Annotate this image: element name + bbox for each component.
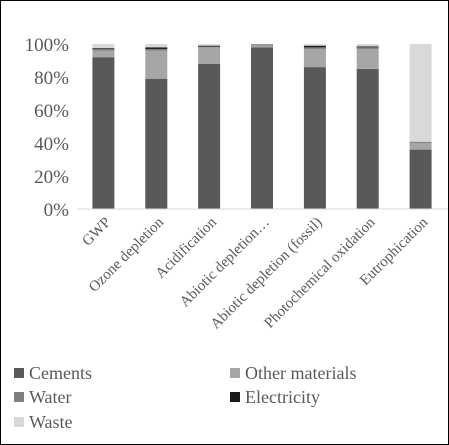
bar-segment-electricity <box>92 48 115 49</box>
category-label: Abiotic depletion… <box>177 215 273 311</box>
legend-swatch-water <box>14 392 24 402</box>
y-tick-label: 80% <box>34 68 69 89</box>
bar-segment-other-materials <box>198 47 221 64</box>
bar-segment-other-materials <box>356 49 379 69</box>
bar-segment-electricity <box>356 46 379 48</box>
legend: Cements Other materials Water Electricit… <box>14 363 356 432</box>
bar-segment-other-materials <box>92 50 115 58</box>
y-tick-label: 20% <box>34 167 69 188</box>
legend-swatch-waste <box>14 417 24 427</box>
bar-segment-cements <box>92 57 115 210</box>
bar-segment-cements <box>251 47 273 209</box>
bar-segment-other-materials <box>409 143 432 150</box>
legend-label-other-materials: Other materials <box>245 363 356 383</box>
y-tick-label: 60% <box>34 101 69 122</box>
bar-segment-other-materials <box>145 50 168 79</box>
legend-swatch-cements <box>14 368 24 378</box>
legend-swatch-electricity <box>230 392 240 402</box>
bar-segment-waste <box>409 44 432 142</box>
category-labels: GWP Ozone depletion Acidification Abioti… <box>79 214 431 332</box>
bar-segment-water <box>251 44 273 46</box>
y-tick-label: 100% <box>25 35 70 56</box>
bar-segment-waste <box>303 44 326 46</box>
bar-segment-cements <box>303 67 326 209</box>
bar-segment-other-materials <box>303 49 326 68</box>
bar-segment-waste <box>251 44 273 45</box>
y-axis-tick-labels: 0% 20% 40% 60% 80% 100% <box>25 35 70 221</box>
bar-segment-waste <box>92 44 115 49</box>
legend-label-waste: Waste <box>29 412 73 432</box>
bar-segment-water <box>303 47 326 49</box>
bar-segment-water <box>145 49 168 51</box>
bar-segment-waste <box>198 44 221 46</box>
bar-segment-waste <box>145 44 168 48</box>
bar-segment-water <box>409 142 432 144</box>
legend-label-cements: Cements <box>29 363 92 383</box>
bar-segment-electricity <box>303 45 326 48</box>
bar-segment-cements <box>145 78 168 210</box>
bar-segment-water <box>356 47 379 49</box>
bar-segment-waste <box>356 44 379 47</box>
y-tick-label: 0% <box>44 200 70 221</box>
y-tick-label: 40% <box>34 134 69 155</box>
bar-segment-electricity <box>145 47 168 49</box>
bar-segment-electricity <box>198 45 221 47</box>
legend-label-water: Water <box>29 387 72 407</box>
category-label: GWP <box>79 215 114 250</box>
bar-segment-other-materials <box>251 45 273 48</box>
bar-segment-cements <box>409 149 432 209</box>
legend-label-electricity: Electricity <box>245 387 320 407</box>
bar-segment-water <box>198 46 221 48</box>
bars-group <box>92 44 432 210</box>
legend-swatch-other-materials <box>230 368 240 378</box>
bar-segment-cements <box>356 68 379 210</box>
bar-segment-cements <box>198 63 221 209</box>
bar-segment-water <box>92 49 115 51</box>
